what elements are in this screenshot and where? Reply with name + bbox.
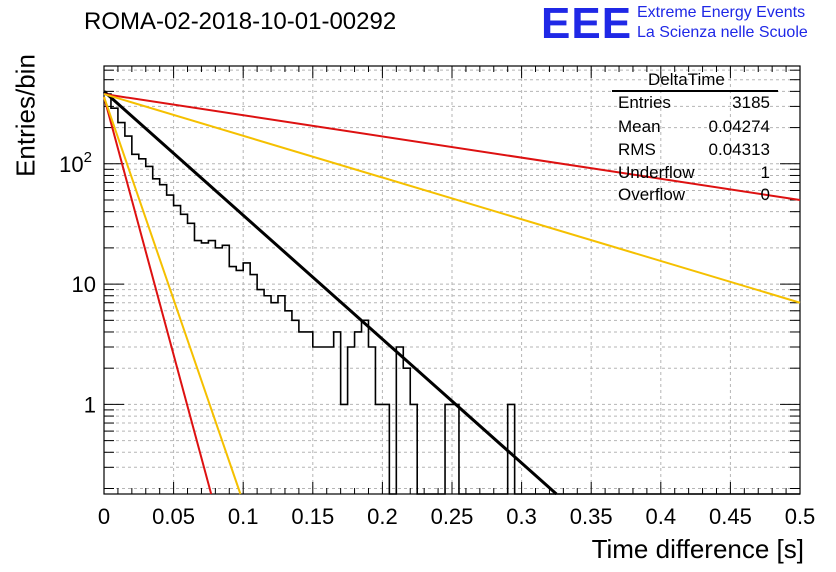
histogram-series	[104, 93, 800, 495]
stats-entries-label: Entries	[618, 93, 671, 112]
x-tick-label: 0.15	[291, 504, 334, 529]
stats-rms-value: 0.04313	[708, 140, 770, 159]
x-axis-label: Time difference [s]	[591, 534, 804, 564]
logo-line-2: La Scienza nelle Scuole	[637, 24, 808, 41]
y-tick-label: 10	[72, 272, 96, 297]
stats-rms-label: RMS	[618, 140, 656, 159]
x-tick-label: 0.5	[785, 504, 816, 529]
x-tick-label: 0.05	[152, 504, 195, 529]
x-tick-label: 0.2	[367, 504, 398, 529]
x-tick-label: 0.35	[570, 504, 613, 529]
chart-title: ROMA-02-2018-10-01-00292	[84, 8, 397, 35]
x-tick-label: 0.3	[506, 504, 537, 529]
fit-line	[103, 96, 213, 495]
x-tick-label: 0.4	[646, 504, 677, 529]
eee-logo: EEE	[541, 0, 633, 48]
x-tick-label: 0.45	[709, 504, 752, 529]
y-axis-label: Entries/bin	[10, 54, 41, 177]
y-tick-label: 102	[59, 149, 92, 177]
x-tick-label: 0.1	[228, 504, 259, 529]
stats-overflow-label: Overflow	[618, 185, 686, 204]
fit-line	[103, 96, 242, 495]
stats-overflow-value: 0	[760, 185, 770, 204]
stats-underflow-value: 1	[760, 163, 770, 182]
y-tick-label: 1	[84, 392, 96, 417]
logo-line-1: Extreme Energy Events	[637, 4, 806, 21]
stats-entries-value: 3185	[732, 93, 770, 112]
stats-title: DeltaTime	[648, 70, 725, 89]
x-tick-label: 0.25	[431, 504, 474, 529]
fit-line	[103, 93, 801, 202]
fit-line	[103, 93, 801, 304]
x-tick-label: 0	[98, 504, 110, 529]
fit-line	[103, 90, 558, 496]
stats-underflow-label: Underflow	[618, 163, 695, 182]
stats-mean-value: 0.04274	[708, 117, 770, 136]
stats-mean-label: Mean	[618, 117, 661, 136]
